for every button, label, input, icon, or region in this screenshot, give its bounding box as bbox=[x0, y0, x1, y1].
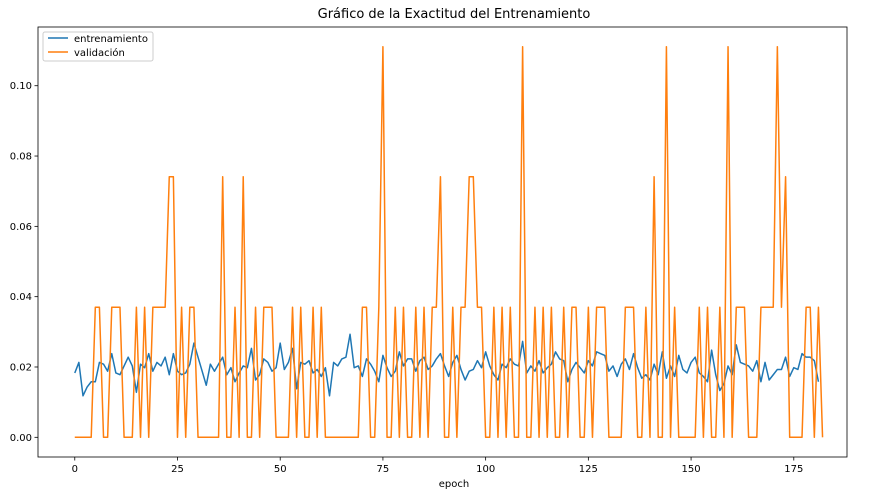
x-tick-label: 50 bbox=[274, 464, 287, 475]
legend[interactable]: entrenamiento validación bbox=[42, 31, 154, 62]
x-tick-label: 150 bbox=[682, 464, 701, 475]
series-line-entrenamiento bbox=[74, 333, 820, 397]
y-tick-label: 0.06 bbox=[10, 222, 32, 233]
chart-title: Gráfico de la Exactitud del Entrenamient… bbox=[318, 7, 591, 22]
x-tick-label: 75 bbox=[377, 464, 390, 475]
x-tick-label: 125 bbox=[579, 464, 598, 475]
x-axis-label: epoch bbox=[439, 479, 469, 490]
plot-frame bbox=[37, 26, 848, 458]
x-tick-label: 25 bbox=[171, 464, 184, 475]
y-tick-label: 0.08 bbox=[10, 152, 32, 163]
y-axis-ticks: 0.00 0.02 0.04 0.06 0.08 0.10 bbox=[10, 81, 38, 444]
legend-label-entrenamiento: entrenamiento bbox=[74, 34, 148, 45]
x-tick-label: 100 bbox=[476, 464, 495, 475]
y-tick-label: 0.04 bbox=[10, 292, 32, 303]
y-tick-label: 0.00 bbox=[10, 433, 32, 444]
x-axis-ticks: 0 25 50 75 100 125 150 175 bbox=[72, 457, 803, 475]
y-tick-label: 0.10 bbox=[10, 81, 32, 92]
legend-box bbox=[42, 31, 154, 62]
series-layer bbox=[74, 45, 824, 439]
series-line-validacion bbox=[74, 45, 824, 439]
x-tick-label: 0 bbox=[72, 464, 78, 475]
x-tick-label: 175 bbox=[784, 464, 803, 475]
legend-label-validacion: validación bbox=[74, 47, 125, 59]
y-tick-label: 0.02 bbox=[10, 362, 32, 373]
